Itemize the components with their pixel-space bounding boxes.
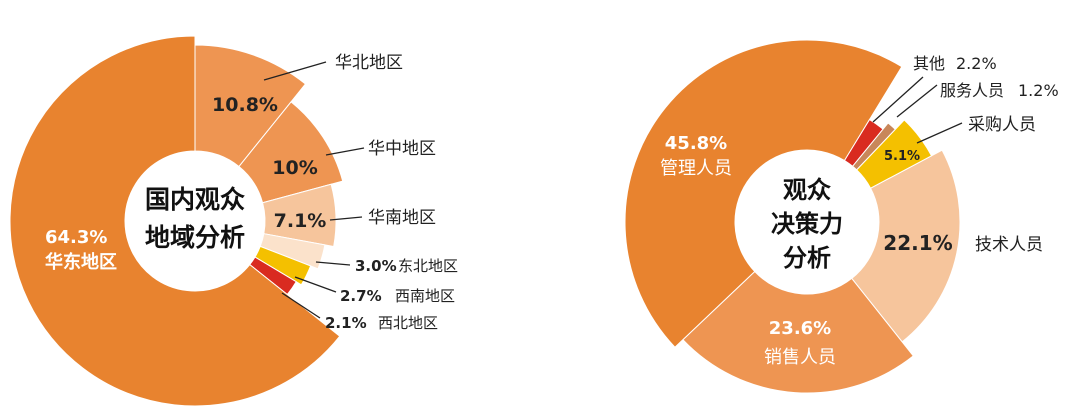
decision-rose-chart [624,39,961,394]
slice-label: 华北地区 [335,53,403,73]
chart-title-line: 地域分析 [145,223,245,252]
leader-line [281,292,321,319]
slice-label: 采购人员 [968,115,1036,135]
right-leader-lines [872,76,963,144]
left-leader-lines [263,61,365,319]
leader-line [315,261,351,266]
leader-line [263,61,327,81]
slice-label: 销售人员 [764,347,836,368]
region-rose-chart [9,35,344,407]
slice-value: 7.1% [274,210,327,232]
slice-label: 西南地区 [395,287,455,305]
slice-value: 10.8% [212,94,278,116]
slice-value: 3.0% [355,257,397,275]
slice-label: 东北地区 [398,257,458,275]
slice-label: 其他 [913,54,945,73]
slice-value: 5.1% [884,149,920,164]
leader-line [329,216,363,221]
slice-value: 23.6% [769,318,831,339]
pie-slice [855,119,933,189]
slice-value: 2.7% [340,287,382,305]
leader-line [916,122,963,144]
pie-slice [624,39,903,348]
chart-title-line: 决策力 [771,210,843,238]
slice-value: 45.8% [665,133,727,154]
pie-slice [682,270,915,394]
leader-line [896,84,938,118]
slice-value: 2.1% [325,314,367,332]
pie-slice [851,149,961,343]
slice-value: 22.1% [883,231,952,255]
slice-label: 技术人员 [975,235,1043,255]
slice-label: 服务人员 [940,81,1004,100]
leader-line [294,276,337,293]
pie-slice [9,35,341,407]
chart-title-line: 观众 [783,176,831,204]
slice-label: 管理人员 [660,158,732,179]
chart-title-line: 国内观众 [145,185,245,214]
slice-value: 10% [272,157,317,179]
slice-value: 1.2% [1018,81,1059,100]
slice-value: 2.2% [956,54,997,73]
slice-label: 华东地区 [45,251,117,273]
leader-line [325,147,365,156]
pie-slice [261,183,337,248]
leader-line [872,76,924,123]
slice-value: 64.3% [45,227,107,248]
chart-title-line: 分析 [783,244,831,272]
slice-label: 华中地区 [368,139,436,159]
pie-slice [238,101,344,204]
slice-label: 华南地区 [368,208,436,228]
slice-label: 西北地区 [378,314,438,332]
